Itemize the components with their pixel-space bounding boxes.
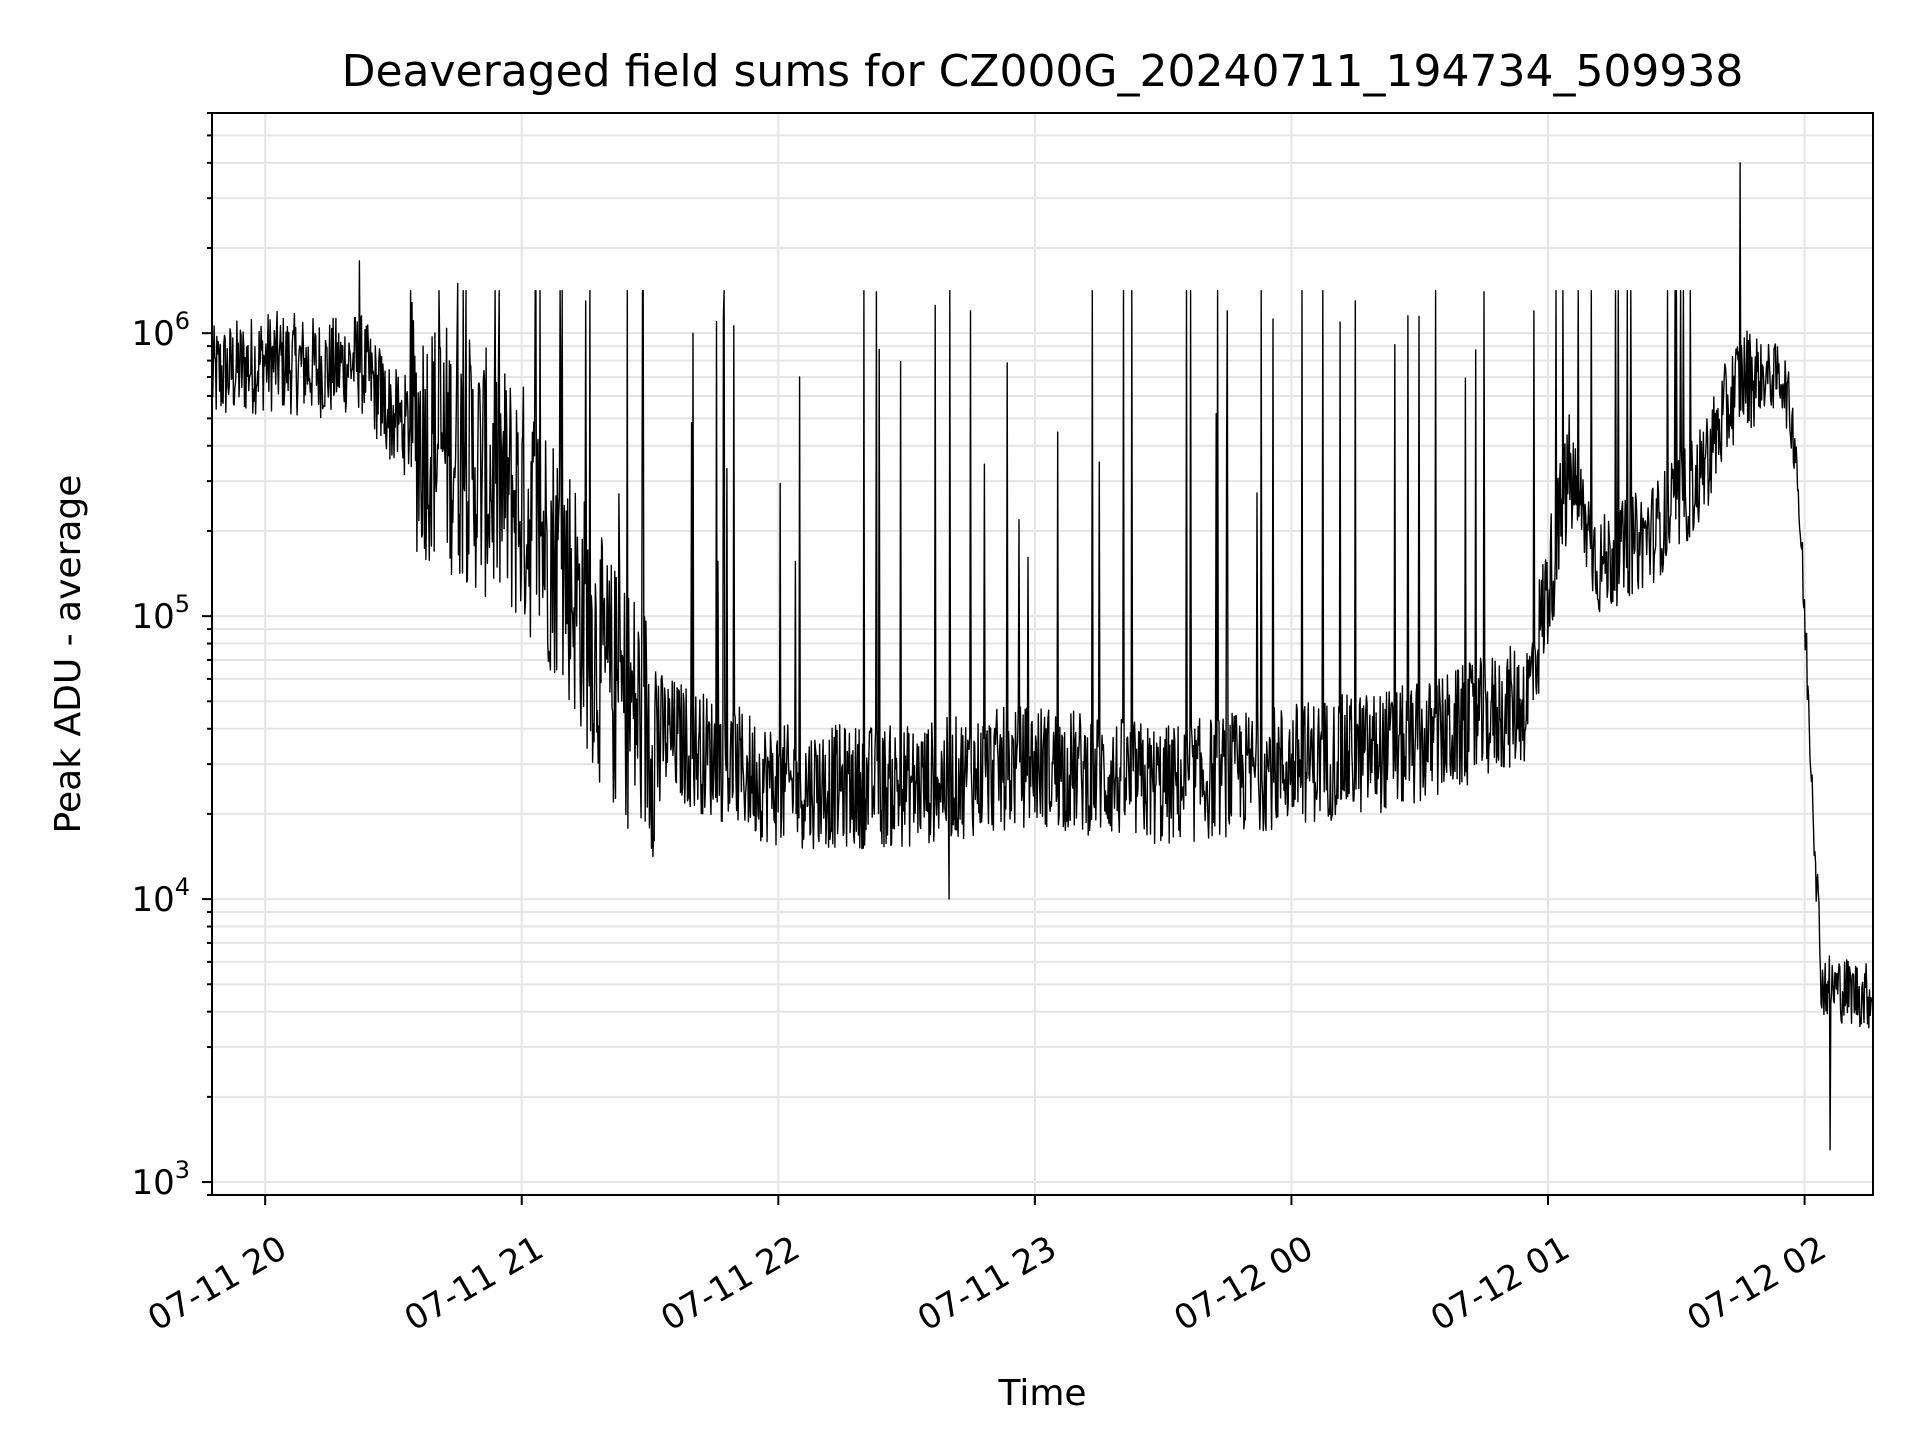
y-tick-label: 103 xyxy=(131,1156,190,1203)
x-tick-label: 07-11 22 xyxy=(654,1228,806,1339)
x-tick-label: 07-12 02 xyxy=(1681,1228,1833,1339)
y-tick-label: 105 xyxy=(131,590,190,637)
x-tick-label: 07-11 21 xyxy=(398,1228,550,1339)
grid-lines xyxy=(212,112,1873,1196)
x-tick-label: 07-12 01 xyxy=(1424,1228,1576,1339)
plot-frame xyxy=(211,112,1874,1196)
x-tick-label: 07-11 20 xyxy=(141,1228,293,1339)
x-axis-ticks: 07-11 20 07-11 21 07-11 22 07-11 23 07-12 00… xyxy=(141,1195,1833,1339)
series-group xyxy=(211,162,1874,1151)
x-axis-label: Time xyxy=(997,1373,1086,1414)
series-line xyxy=(211,162,1874,1151)
x-tick-label: 07-12 00 xyxy=(1168,1228,1320,1339)
chart-title: Deaveraged field sums for CZ000G_2024071… xyxy=(342,46,1744,97)
y-tick-label: 106 xyxy=(131,307,190,354)
y-tick-label: 104 xyxy=(131,873,190,920)
x-tick-label: 07-11 23 xyxy=(911,1228,1063,1339)
y-axis-label: Peak ADU - average xyxy=(48,475,89,834)
y-axis-ticks: 103 104 105 106 xyxy=(131,112,212,1203)
